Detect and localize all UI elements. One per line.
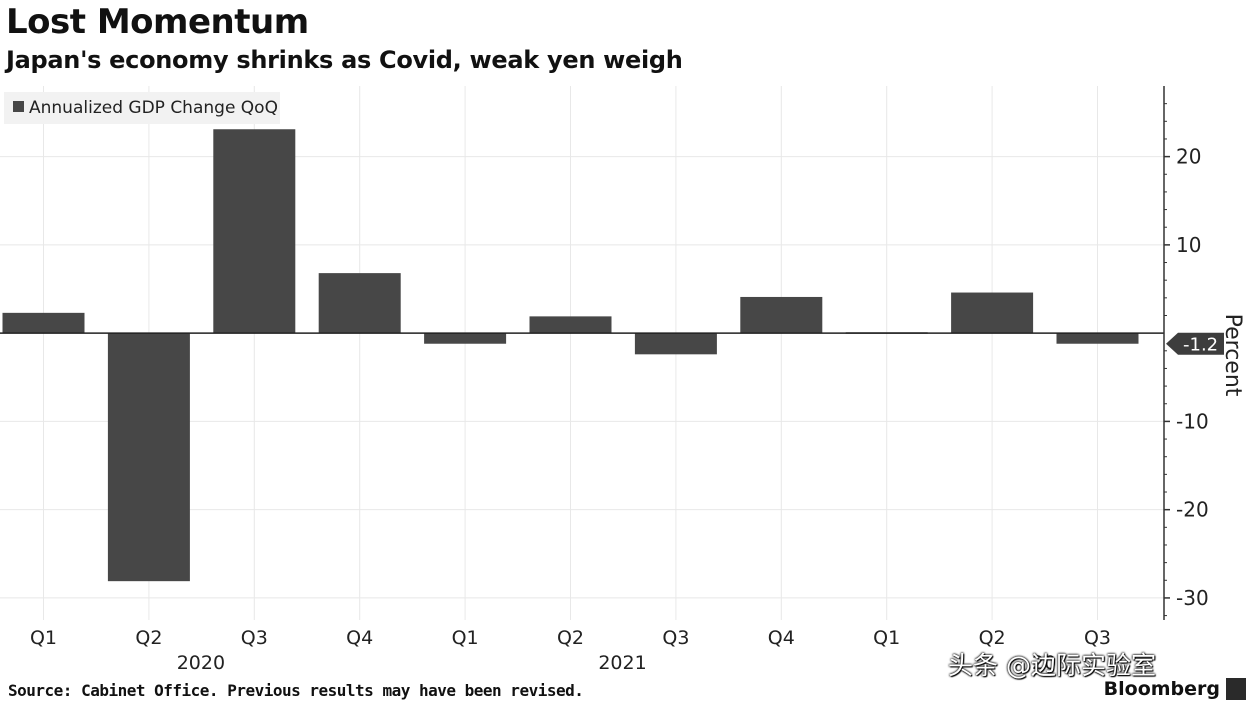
bar bbox=[1056, 333, 1139, 344]
bar bbox=[107, 333, 190, 582]
x-tick-label: Q1 bbox=[30, 627, 57, 649]
x-year-label: 2020 bbox=[177, 652, 225, 674]
y-tick-label: 10 bbox=[1176, 233, 1201, 257]
y-axis-title: Percent bbox=[1220, 314, 1245, 397]
y-tick-label: -30 bbox=[1176, 586, 1209, 610]
x-year-label: 2021 bbox=[598, 652, 646, 674]
y-tick-label: -20 bbox=[1176, 498, 1209, 522]
bar bbox=[634, 333, 717, 355]
bloomberg-icon bbox=[1226, 678, 1246, 700]
x-tick-label: Q2 bbox=[979, 627, 1006, 649]
bar bbox=[740, 296, 823, 334]
legend-label: Annualized GDP Change QoQ bbox=[29, 98, 278, 118]
x-tick-label: Q1 bbox=[452, 627, 479, 649]
x-year-label: 20 bbox=[1032, 652, 1056, 674]
x-tick-label: Q4 bbox=[768, 627, 795, 649]
legend-box bbox=[4, 92, 280, 124]
x-tick-label: Q3 bbox=[1084, 627, 1111, 649]
y-tick-label: -10 bbox=[1176, 409, 1209, 433]
x-tick-label: Q2 bbox=[135, 627, 162, 649]
last-value-label: -1.2 bbox=[1183, 335, 1218, 356]
bar bbox=[529, 316, 612, 334]
legend-swatch bbox=[13, 101, 24, 112]
source-note: Source: Cabinet Office. Previous results… bbox=[8, 681, 584, 700]
x-tick-label: Q3 bbox=[662, 627, 689, 649]
last-value-callout bbox=[1166, 332, 1224, 355]
x-tick-label: Q3 bbox=[241, 627, 268, 649]
bar bbox=[424, 333, 507, 344]
x-tick-label: Q4 bbox=[346, 627, 373, 649]
bar bbox=[318, 273, 401, 334]
x-tick-label: Q2 bbox=[557, 627, 584, 649]
bar bbox=[951, 292, 1034, 334]
x-tick-label: Q1 bbox=[873, 627, 900, 649]
bar bbox=[2, 312, 85, 334]
chart-title: Lost Momentum bbox=[6, 2, 309, 42]
bar bbox=[213, 129, 296, 334]
watermark-text: 头条 @边际实验室 bbox=[948, 651, 1156, 680]
bloomberg-logo: Bloomberg bbox=[1103, 678, 1220, 700]
chart-subtitle: Japan's economy shrinks as Covid, weak y… bbox=[6, 46, 683, 74]
y-tick-label: 20 bbox=[1176, 145, 1201, 169]
